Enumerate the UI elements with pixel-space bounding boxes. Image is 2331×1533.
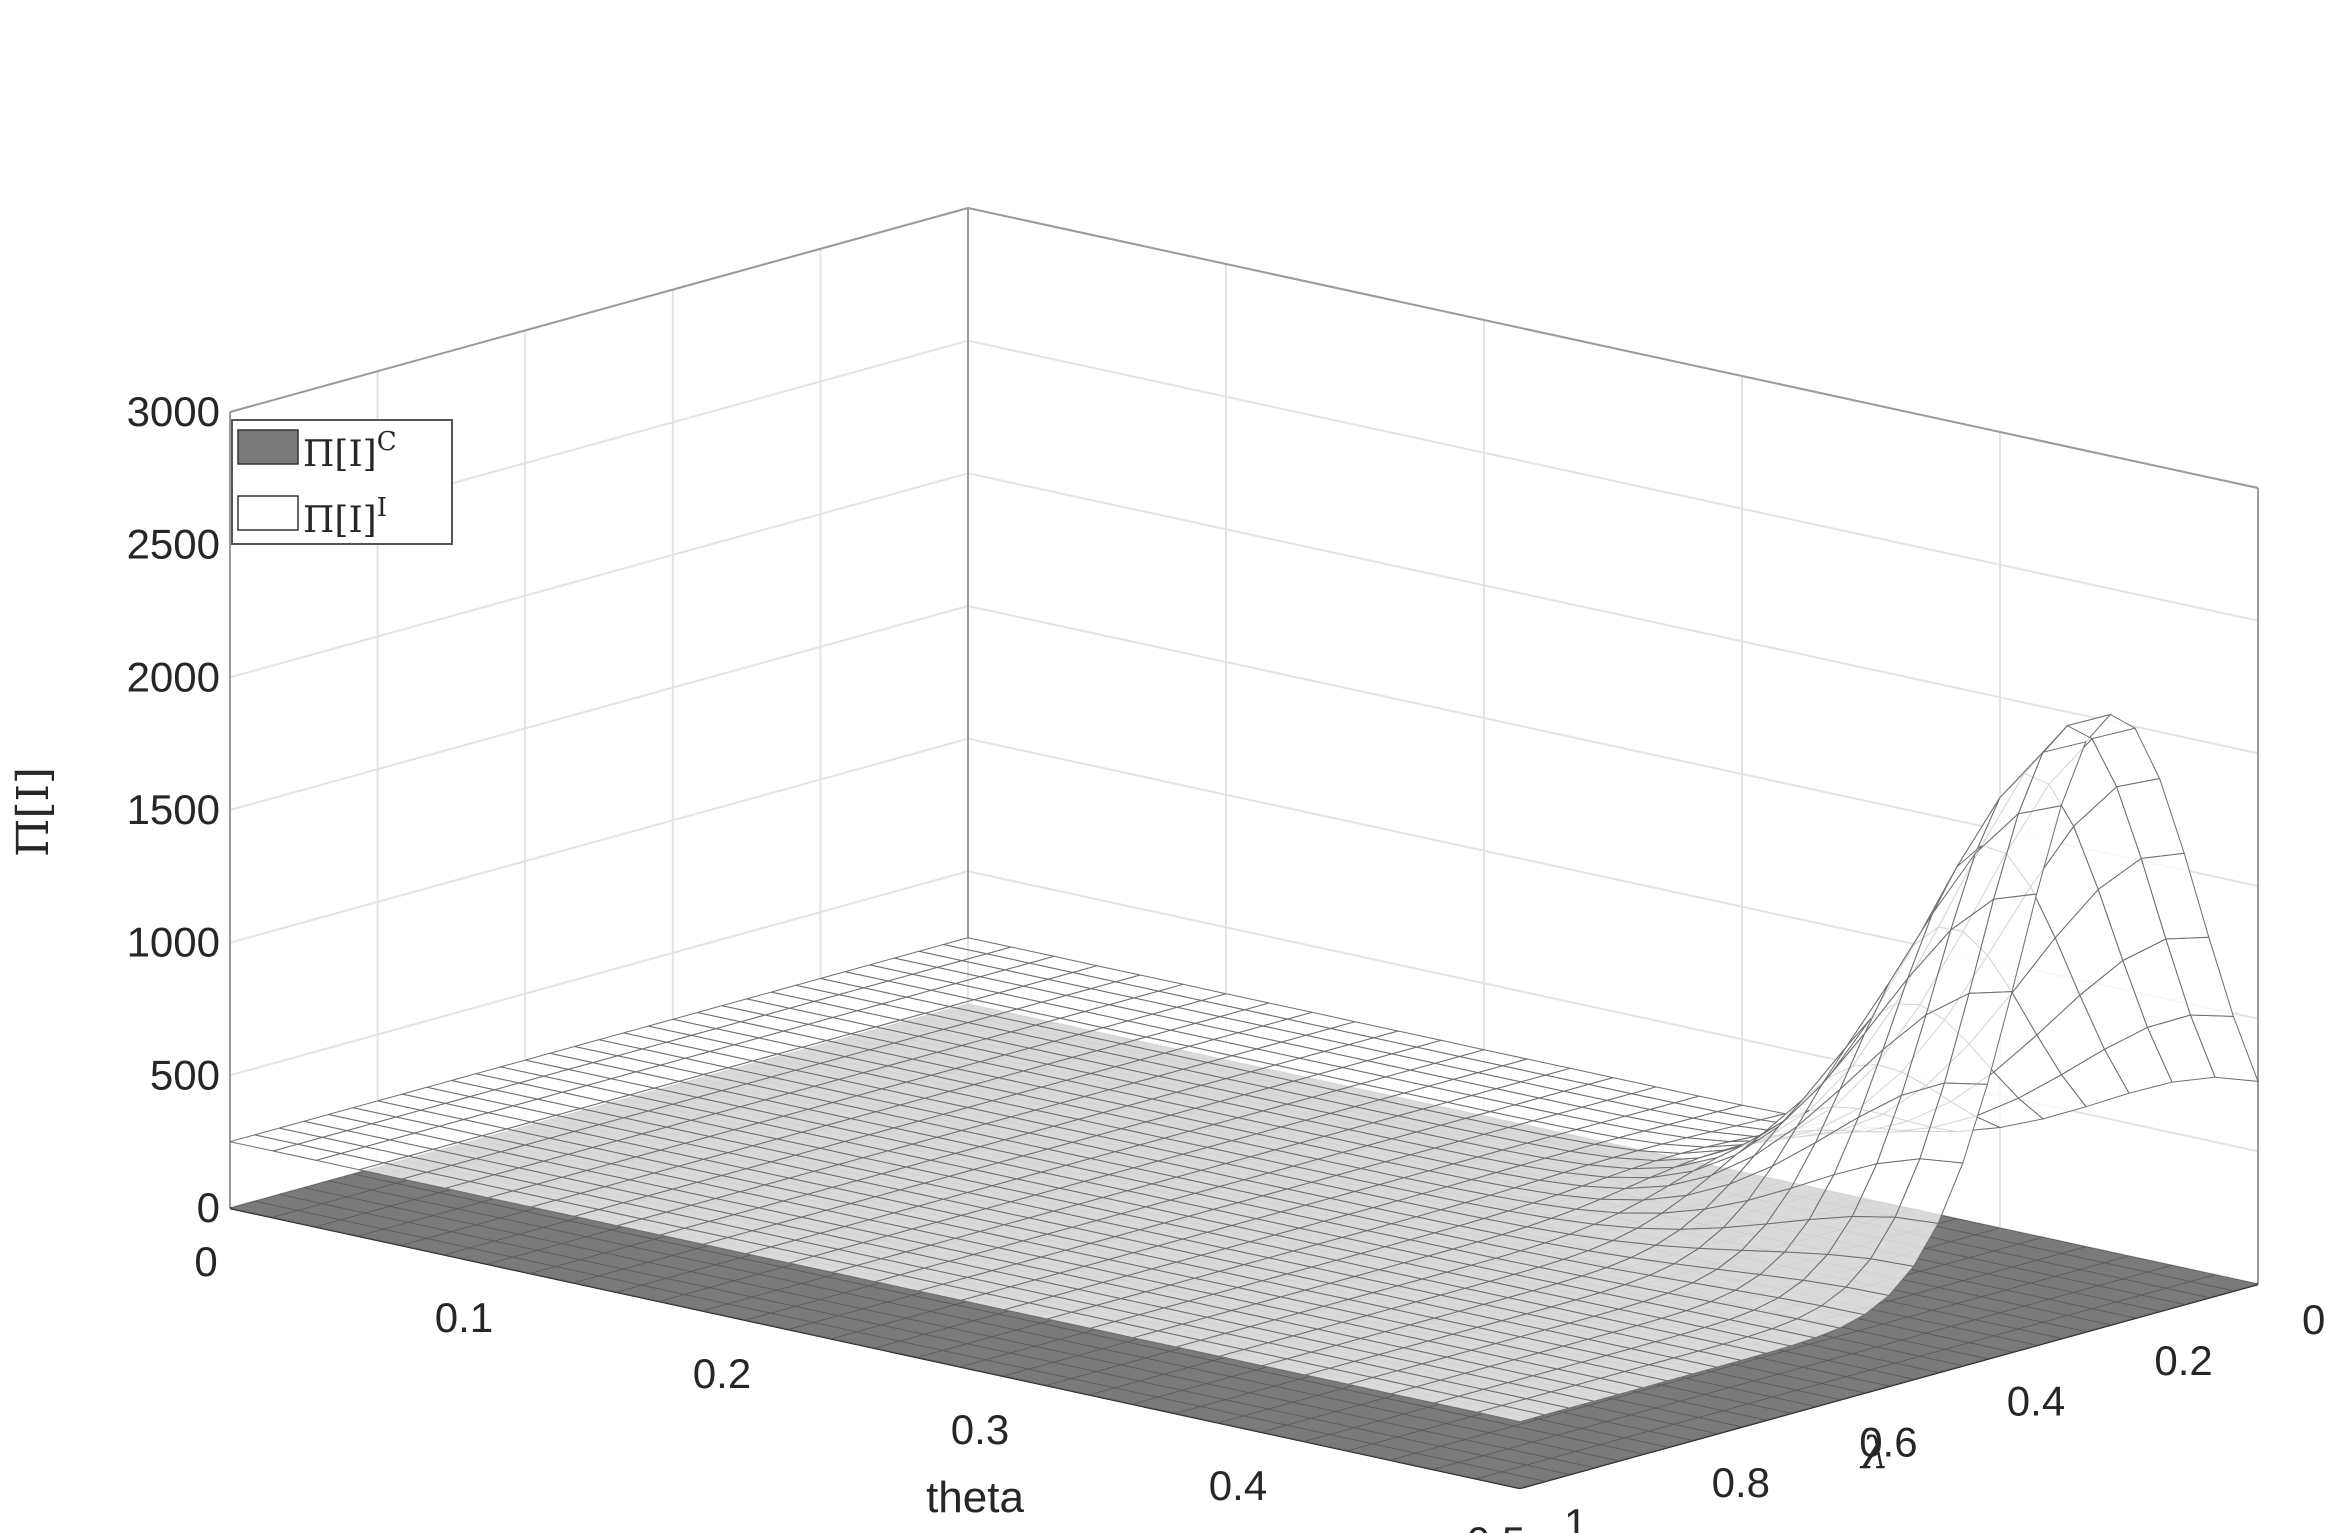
y-tick-label: 1 xyxy=(1564,1500,1587,1533)
x-axis-label: theta xyxy=(926,1473,1024,1522)
legend: Π[I]C Π[I]I xyxy=(231,419,453,545)
y-tick-label: 0.8 xyxy=(1712,1459,1770,1506)
flat-surface-cell xyxy=(1476,1471,1545,1489)
z-tick-label: 2000 xyxy=(127,653,220,700)
x-tick-label: 0.1 xyxy=(435,1294,493,1341)
z-tick-label: 0 xyxy=(197,1184,220,1231)
z-axis-label: Π[I] xyxy=(8,767,59,857)
z-tick-label: 500 xyxy=(150,1051,220,1098)
mesh-surface-cell xyxy=(229,1134,298,1152)
x-tick-label: 0.4 xyxy=(1209,1462,1267,1509)
y-tick-label: 0 xyxy=(2302,1296,2325,1343)
legend-swatch-mesh xyxy=(237,495,299,531)
y-tick-label: 0.6 xyxy=(1859,1418,1917,1465)
x-tick-label: 0.5 xyxy=(1467,1518,1525,1533)
y-tick-label: 0.4 xyxy=(2007,1378,2065,1425)
z-tick-label: 3000 xyxy=(127,388,220,435)
x-tick-label: 0 xyxy=(194,1238,217,1285)
z-tick-label: 1500 xyxy=(127,786,220,833)
x-tick-label: 0.3 xyxy=(951,1406,1009,1453)
surface-plots xyxy=(229,713,2259,1489)
y-tick-label: 0.2 xyxy=(2154,1337,2212,1384)
axes-box-edge xyxy=(229,207,969,413)
axes-box-edge xyxy=(967,207,2259,489)
legend-label-mesh: Π[I]I xyxy=(303,493,387,541)
axes-gridlines xyxy=(229,206,2259,1490)
tick-labels: 0 0.1 0.2 0.3 0.4 0.5 0 0.2 0.4 0.6 0.8 1 0 500 1000 15… xyxy=(127,388,2326,1533)
y-axis-label: λ xyxy=(1859,1428,1889,1479)
z-tick-label: 2500 xyxy=(127,521,220,568)
x-tick-label: 0.2 xyxy=(693,1350,751,1397)
legend-label-flat: Π[I]C xyxy=(303,427,397,475)
z-tick-label: 1000 xyxy=(127,919,220,966)
legend-swatch-flat xyxy=(237,429,299,465)
